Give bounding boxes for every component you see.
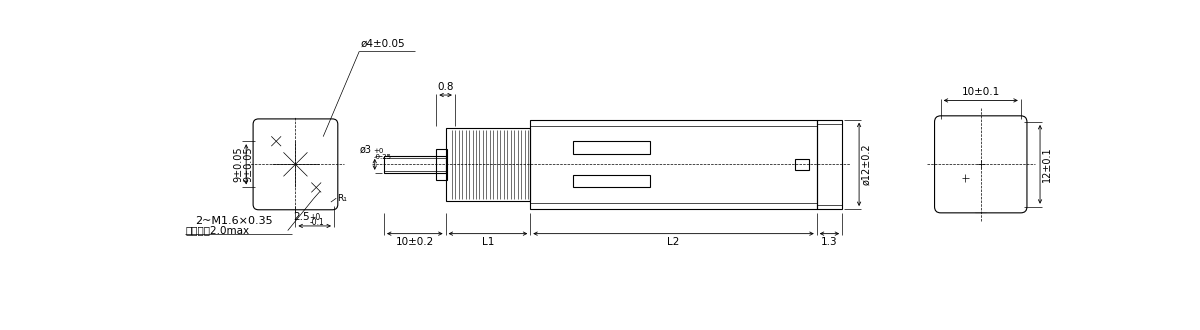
Text: 9±0.05: 9±0.05 [244,147,253,182]
FancyBboxPatch shape [253,119,338,210]
Bar [572,175,649,187]
Bar [976,205,986,212]
Bar [572,141,649,153]
Text: 2~M1.6×0.35: 2~M1.6×0.35 [196,215,272,225]
Bar [817,120,842,209]
Text: L1: L1 [481,237,494,247]
Bar [437,149,448,180]
Bar [796,159,809,170]
Bar [965,153,970,157]
Text: 1.3: 1.3 [821,237,838,247]
Text: ø3: ø3 [360,144,372,154]
Text: 2.5: 2.5 [293,212,310,222]
Text: 9±0.05: 9±0.05 [233,147,244,182]
Bar [965,162,972,167]
Text: L2: L2 [667,237,679,247]
Text: ø12±0.2: ø12±0.2 [862,144,871,185]
Bar [445,128,530,201]
Text: ø4±0.05: ø4±0.05 [361,39,406,49]
Text: -0.25: -0.25 [373,154,391,160]
Bar [530,120,817,209]
FancyBboxPatch shape [935,116,1027,213]
Text: 10±0.1: 10±0.1 [961,87,1000,97]
Text: 螺丝长度2.0max: 螺丝长度2.0max [185,226,250,236]
Text: 0.8: 0.8 [437,82,454,92]
Bar [976,116,986,123]
Text: +0: +0 [373,148,384,154]
Text: R₁: R₁ [337,194,347,203]
Text: 10±0.2: 10±0.2 [396,237,434,247]
Text: -0.1: -0.1 [310,218,324,227]
Text: 12±0.1: 12±0.1 [1043,147,1052,182]
Bar [384,156,445,173]
Text: +0: +0 [310,213,320,222]
